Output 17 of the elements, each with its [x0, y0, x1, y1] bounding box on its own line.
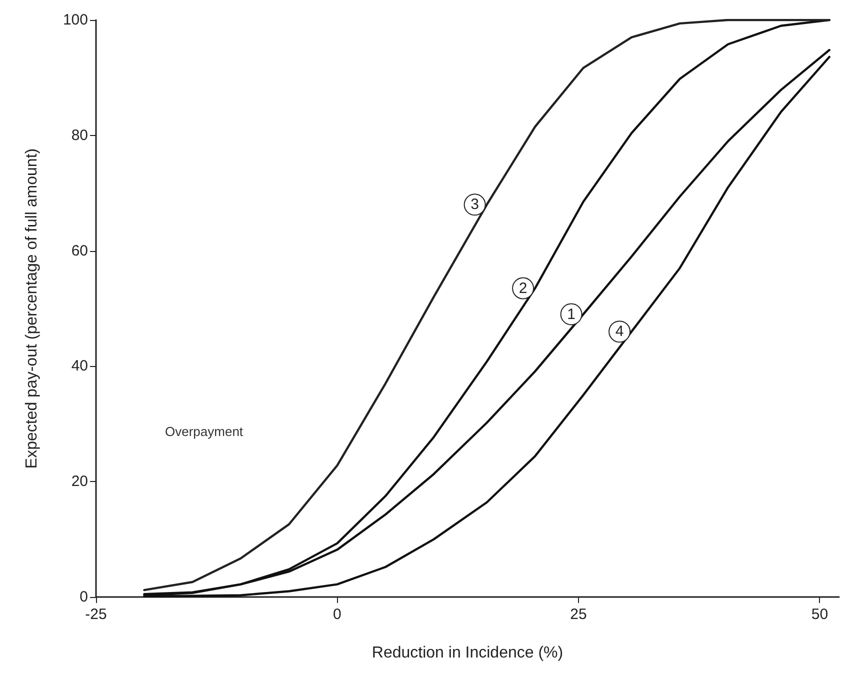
y-tick-label: 100 [62, 12, 88, 28]
y-tick-label: 40 [71, 358, 88, 375]
y-tick-label: 80 [71, 126, 88, 144]
series-label: 1 [567, 306, 576, 323]
x-tick-label: 25 [570, 606, 587, 623]
x-tick-label: 50 [811, 606, 828, 623]
x-tick-label: -25 [85, 606, 107, 623]
series-label: 2 [518, 280, 528, 297]
series-label: 3 [470, 196, 479, 214]
y-tick-label: 20 [71, 473, 88, 490]
x-tick-label: 0 [333, 606, 342, 623]
x-axis-title: Reduction in Incidence (%) [372, 644, 564, 662]
series-label: 4 [615, 323, 624, 340]
y-axis-title: Expected pay-out (percentage of full amount) [24, 148, 40, 469]
y-tick-label: 0 [80, 588, 88, 606]
y-tick-label: 60 [71, 242, 88, 260]
annotation: Overpayment [165, 424, 244, 439]
